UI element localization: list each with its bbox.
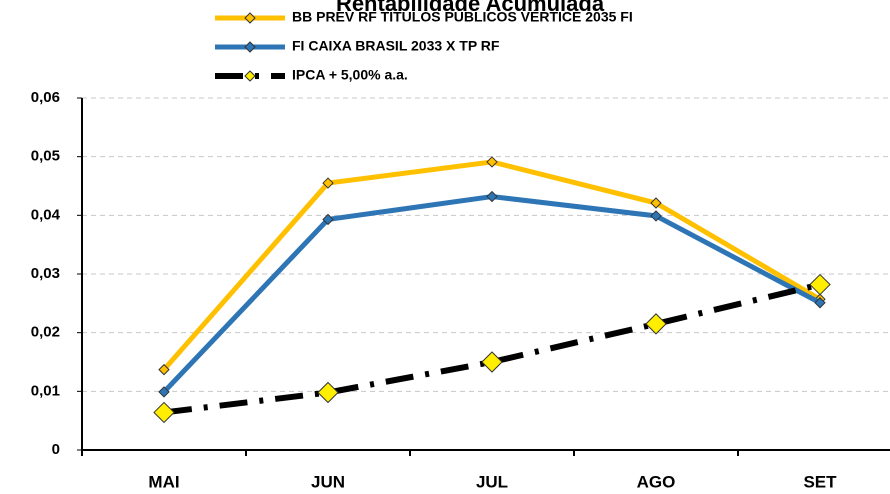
point [158,363,170,376]
point [486,190,498,203]
x-tick-label: AGO [637,472,676,491]
point [650,210,662,222]
point [158,386,170,398]
legend-marker [244,41,256,53]
legend-marker [244,12,256,24]
point [153,401,175,424]
x-tick-label: SET [803,472,837,491]
y-tick-label: 0,06 [31,89,60,106]
legend-label: FI CAIXA BRASIL 2033 X TP RF [292,38,500,54]
chart-title: Rentabilidade Acumulada [336,0,605,16]
x-tick-label: JUL [476,472,508,491]
point [317,381,339,404]
x-tick-label: MAI [148,472,179,491]
x-tick-label: JUN [311,472,345,491]
legend-label: IPCA + 5,00% a.a. [292,67,408,83]
series-line [163,281,821,416]
point [322,213,334,226]
legend-label: BB PREV RF TÍTULOS PÚBLICOS VÉRTICE 2035… [292,8,633,25]
point [486,156,498,168]
point [650,197,662,209]
y-tick-label: 0,01 [31,382,60,399]
y-tick-label: 0,02 [31,324,60,341]
point [322,177,334,189]
y-tick-label: 0 [52,441,60,458]
y-tick-label: 0,05 [31,148,60,165]
point [809,273,831,296]
point [645,313,667,335]
y-tick-label: 0,03 [31,265,60,282]
point [481,351,503,373]
point [814,297,826,309]
legend-marker [244,70,256,82]
y-tick-label: 0,04 [31,206,61,223]
